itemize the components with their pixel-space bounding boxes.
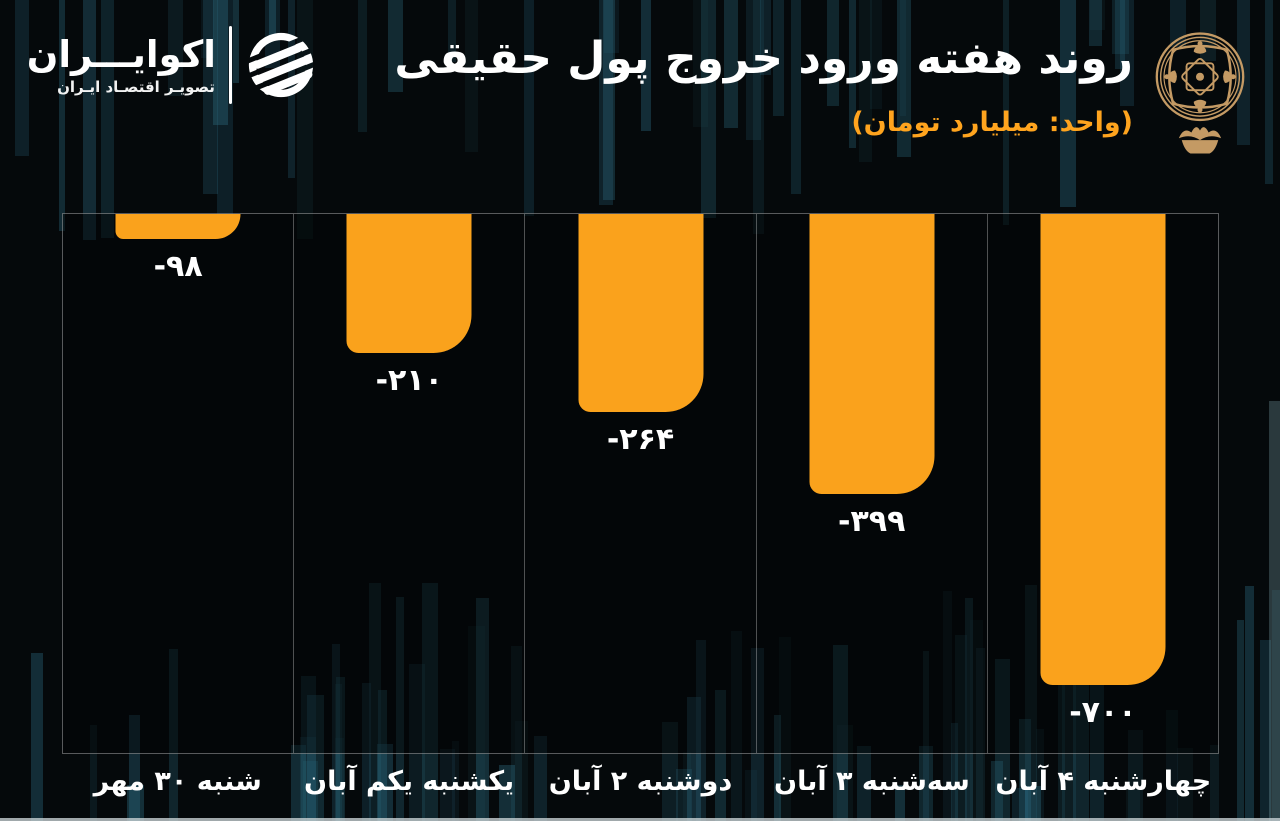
page-title: روند هفته ورود خروج پول حقیقی: [394, 33, 1133, 84]
x-axis-label: شنبه ۳۰ مهر: [93, 766, 262, 797]
chart-column-5: -۷۰۰: [986, 214, 1218, 753]
x-axis-label: یکشنبه یکم آبان: [304, 766, 515, 797]
bar-value-label: -۳۹۹: [838, 504, 906, 539]
bar-value-label: -۲۱۰: [375, 363, 443, 398]
brand-separator: [229, 26, 232, 104]
x-axis-label-row: شنبه ۳۰ مهر یکشنبه یکم آبان دوشنبه ۲ آبا…: [62, 758, 1219, 797]
bar-day-4: [809, 214, 935, 494]
bottom-edge-strip: [0, 818, 1280, 821]
bar-value-label: -۲۶۴: [606, 422, 675, 457]
bar-value-label: -۷۰۰: [1069, 695, 1137, 730]
ecoiran-circle-swoosh-icon: [248, 32, 314, 98]
x-axis-label: دوشنبه ۲ آبان: [548, 766, 733, 797]
tehran-stock-exchange-emblem-icon: [1155, 32, 1245, 154]
unit-subtitle: (واحد: میلیارد تومان): [851, 107, 1133, 138]
x-axis-label: سه‌شنبه ۳ آبان: [774, 766, 970, 797]
chart-frame: -۹۸ -۲۱۰ -۲۶۴ -۳۹۹ -۷۰۰: [62, 213, 1219, 754]
chart-column-4: -۳۹۹: [755, 214, 987, 753]
x-axis-label: چهارشنبه ۴ آبان: [995, 766, 1212, 797]
bar-day-3: [578, 214, 703, 412]
chart-column-2: -۲۱۰: [293, 214, 524, 753]
bar-day-1: [115, 214, 241, 239]
bar-day-5: [1040, 214, 1166, 685]
chart-column-3: -۲۶۴: [524, 214, 755, 753]
bar-value-label: -۹۸: [153, 249, 203, 284]
brand-logo: اکوایـــران تصویـر اقتصـاد ایـران: [26, 26, 317, 104]
brand-name: اکوایـــران: [26, 32, 216, 76]
brand-tagline: تصویـر اقتصـاد ایـران: [57, 78, 215, 97]
bar-day-2: [346, 214, 472, 353]
chart-column-1: -۹۸: [63, 214, 293, 753]
